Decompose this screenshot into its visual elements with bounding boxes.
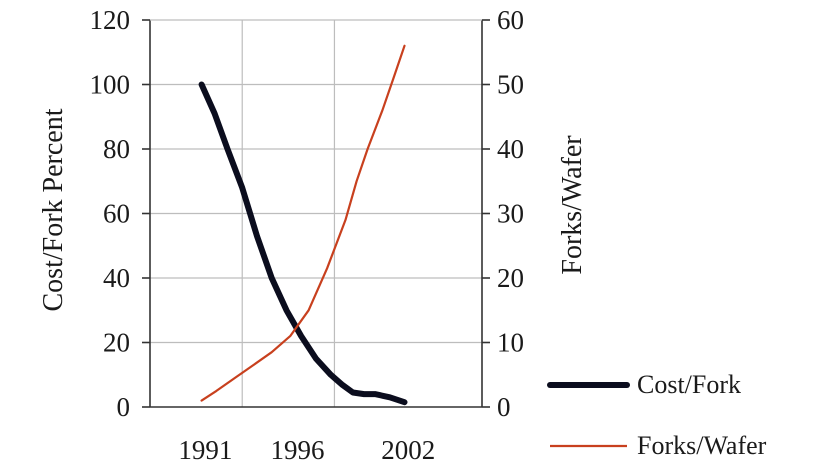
left-y-axis-title: Cost/Fork Percent bbox=[38, 108, 69, 311]
y2-tick-label: 10 bbox=[497, 328, 524, 358]
y-tick-label: 80 bbox=[103, 134, 130, 164]
y-tick-label: 120 bbox=[90, 5, 131, 35]
x-tick-label: 1991 bbox=[178, 435, 232, 465]
y2-tick-label: 20 bbox=[497, 263, 524, 293]
y2-tick-label: 0 bbox=[497, 392, 511, 422]
left-y-axis: 0 20 40 60 80 100 120 bbox=[90, 5, 150, 422]
series-line-forks-wafer bbox=[200, 44, 406, 402]
y-tick-label: 60 bbox=[103, 199, 130, 229]
legend-label-forks-wafer: Forks/Wafer bbox=[637, 431, 767, 460]
x-axis: 1991 1996 2002 bbox=[178, 435, 435, 465]
series-line-cost-fork bbox=[198, 81, 408, 406]
y-tick-label: 100 bbox=[90, 70, 131, 100]
y2-tick-label: 60 bbox=[497, 5, 524, 35]
y2-tick-label: 30 bbox=[497, 199, 524, 229]
y-tick-label: 0 bbox=[117, 392, 131, 422]
x-tick-label: 2002 bbox=[381, 435, 435, 465]
series-group bbox=[198, 44, 408, 406]
right-y-axis: 0 10 20 30 40 50 60 bbox=[482, 5, 524, 422]
legend: Cost/Fork Forks/Wafer bbox=[547, 370, 767, 460]
y-tick-label: 40 bbox=[103, 263, 130, 293]
grid-lines bbox=[150, 20, 482, 407]
y2-tick-label: 40 bbox=[497, 134, 524, 164]
legend-label-cost-fork: Cost/Fork bbox=[637, 370, 741, 399]
y2-tick-label: 50 bbox=[497, 70, 524, 100]
x-tick-label: 1996 bbox=[271, 435, 325, 465]
y-tick-label: 20 bbox=[103, 328, 130, 358]
right-y-axis-title: Forks/Wafer bbox=[557, 135, 588, 275]
